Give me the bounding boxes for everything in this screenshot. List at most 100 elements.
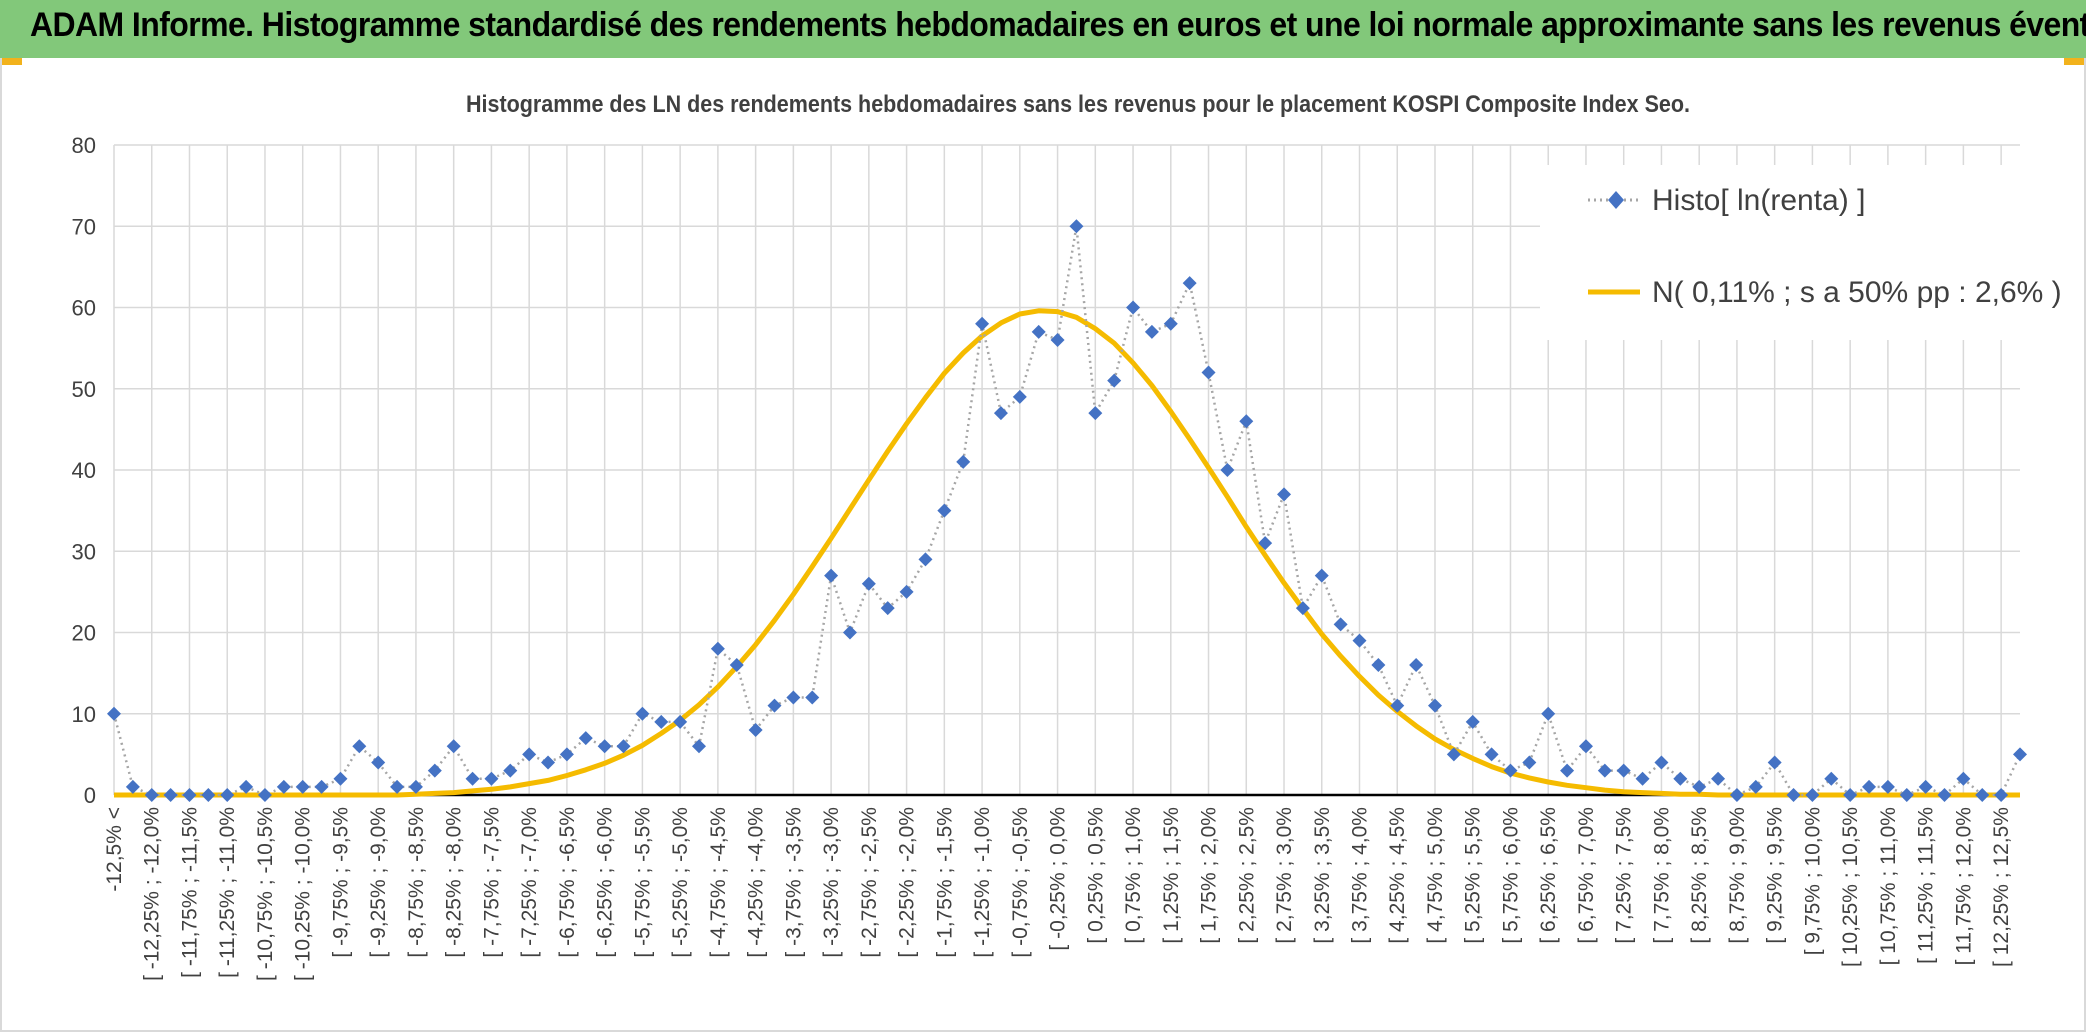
histogram-point: [276, 779, 291, 794]
histogram-point: [333, 771, 348, 786]
x-tick-label: [ 5,25% ; 5,5%: [1462, 807, 1485, 944]
x-tick-label: [ -5,75% ; -5,5%: [631, 807, 654, 958]
histogram-point: [1201, 365, 1216, 380]
x-tick-label: [ 9,75% ; 10,0%: [1801, 807, 1824, 955]
x-tick-label: [ -1,75% ; -1,5%: [933, 807, 956, 958]
x-tick-label: [ -9,75% ; -9,5%: [329, 807, 352, 958]
x-tick-label: [ 1,75% ; 2,0%: [1198, 807, 1221, 944]
x-tick-label: [ 7,25% ; 7,5%: [1613, 807, 1636, 944]
x-tick-label: [ -8,25% ; -8,0%: [443, 807, 466, 958]
y-tick-label: 30: [72, 539, 96, 564]
legend-normal-label: N( 0,11% ; s a 50% pp : 2,6% ): [1652, 276, 2062, 309]
series-histogram: [107, 219, 2027, 802]
y-tick-label: 20: [72, 621, 96, 646]
y-tick-label: 50: [72, 377, 96, 402]
histogram-point: [522, 747, 537, 762]
x-tick-label: [ 6,75% ; 7,0%: [1575, 807, 1598, 944]
histogram-point: [956, 454, 971, 469]
histogram-point: [1258, 536, 1273, 551]
corner-accent-left: [0, 58, 22, 65]
histogram-point: [484, 771, 499, 786]
histogram-point: [1409, 658, 1424, 672]
x-tick-label: [ 5,75% ; 6,0%: [1499, 807, 1522, 944]
histogram-point: [1295, 601, 1310, 616]
histogram-point: [220, 788, 235, 802]
histogram-point: [1899, 788, 1914, 802]
histogram-point: [1144, 324, 1159, 339]
x-tick-label: [ -3,25% ; -3,0%: [820, 807, 843, 958]
histogram-point: [937, 503, 952, 518]
histogram-point: [408, 779, 423, 794]
x-tick-label: -12,5% <: [103, 807, 126, 892]
histogram-point: [427, 763, 442, 778]
histogram-point: [446, 739, 461, 754]
histogram-point: [975, 316, 990, 331]
histogram-point: [1126, 300, 1141, 315]
histogram-point: [635, 706, 650, 721]
histogram-point: [1937, 788, 1952, 802]
histogram-point: [1918, 779, 1933, 794]
x-tick-label: [ 11,75% ; 12,0%: [1952, 807, 1975, 965]
histogram-point: [390, 779, 405, 794]
histogram-point: [1975, 788, 1990, 802]
histogram-point: [673, 714, 688, 729]
histogram-point: [993, 406, 1008, 421]
histogram-point: [1880, 779, 1895, 794]
x-tick-label: [ -2,25% ; -2,0%: [896, 807, 919, 958]
x-axis-ticks: -12,5% < [ -12,25% ; -12,0% [ -11,75% ; -1…: [103, 807, 2013, 981]
histogram-point: [748, 723, 763, 737]
histogram-point: [1843, 788, 1858, 802]
histogram-point: [182, 788, 197, 802]
x-tick-label: [ -5,25% ; -5,0%: [669, 807, 692, 958]
histogram-point: [842, 625, 857, 640]
histogram-point: [1088, 406, 1103, 421]
histogram-point: [1069, 219, 1084, 234]
x-tick-label: [ 11,25% ; 11,5%: [1915, 807, 1938, 964]
x-tick-label: [ -10,75% ; -10,5%: [254, 807, 277, 981]
gridlines: [113, 144, 2020, 797]
x-tick-label: [ 7,75% ; 8,0%: [1650, 807, 1673, 944]
x-tick-label: [ -8,75% ; -8,5%: [405, 807, 428, 958]
histogram-point: [503, 763, 518, 778]
histogram-point: [2013, 747, 2027, 762]
histogram-point: [1371, 658, 1386, 672]
histogram-point: [257, 788, 272, 802]
x-tick-label: [ -6,75% ; -6,5%: [556, 807, 579, 958]
histogram-point: [1352, 633, 1367, 648]
histogram-point: [371, 755, 386, 770]
x-tick-label: [ 0,25% ; 0,5%: [1084, 807, 1107, 944]
histogram-point: [1427, 698, 1442, 713]
histogram-point: [465, 771, 480, 786]
histogram-point: [786, 690, 801, 705]
x-tick-label: [ 2,75% ; 3,0%: [1273, 807, 1296, 944]
histogram-point: [1597, 763, 1612, 778]
histogram-point: [710, 641, 725, 656]
x-tick-label: [ 3,75% ; 4,0%: [1349, 807, 1372, 944]
histogram-point: [1277, 487, 1292, 502]
histogram-point: [1560, 763, 1575, 778]
x-tick-label: [ -4,75% ; -4,5%: [707, 807, 730, 958]
histogram-point: [918, 552, 933, 567]
histogram-point: [239, 779, 254, 794]
y-tick-label: 80: [72, 133, 96, 158]
histogram-point: [1711, 771, 1726, 786]
histogram-point: [805, 690, 820, 705]
histogram-point: [314, 779, 329, 794]
x-tick-label: [ 2,25% ; 2,5%: [1235, 807, 1258, 944]
histogram-point: [1012, 389, 1027, 404]
histogram-point: [1314, 568, 1329, 583]
histogram-point: [1654, 755, 1669, 770]
x-tick-label: [ 3,25% ; 3,5%: [1311, 807, 1334, 944]
histogram-point: [1163, 316, 1178, 331]
histogram-point: [1635, 771, 1650, 786]
x-tick-label: [ -1,25% ; -1,0%: [971, 807, 994, 958]
histogram-point: [1616, 763, 1631, 778]
histogram-point: [1446, 747, 1461, 762]
x-tick-label: [ -11,25% ; -11,0%: [216, 807, 239, 978]
histogram-point: [1767, 755, 1782, 770]
histogram-point: [692, 739, 707, 754]
histogram-point: [1390, 698, 1405, 713]
histogram-point: [597, 739, 612, 754]
page-title: ADAM Informe. Histogramme standardisé de…: [30, 6, 2086, 44]
x-tick-label: [ -3,75% ; -3,5%: [782, 807, 805, 958]
